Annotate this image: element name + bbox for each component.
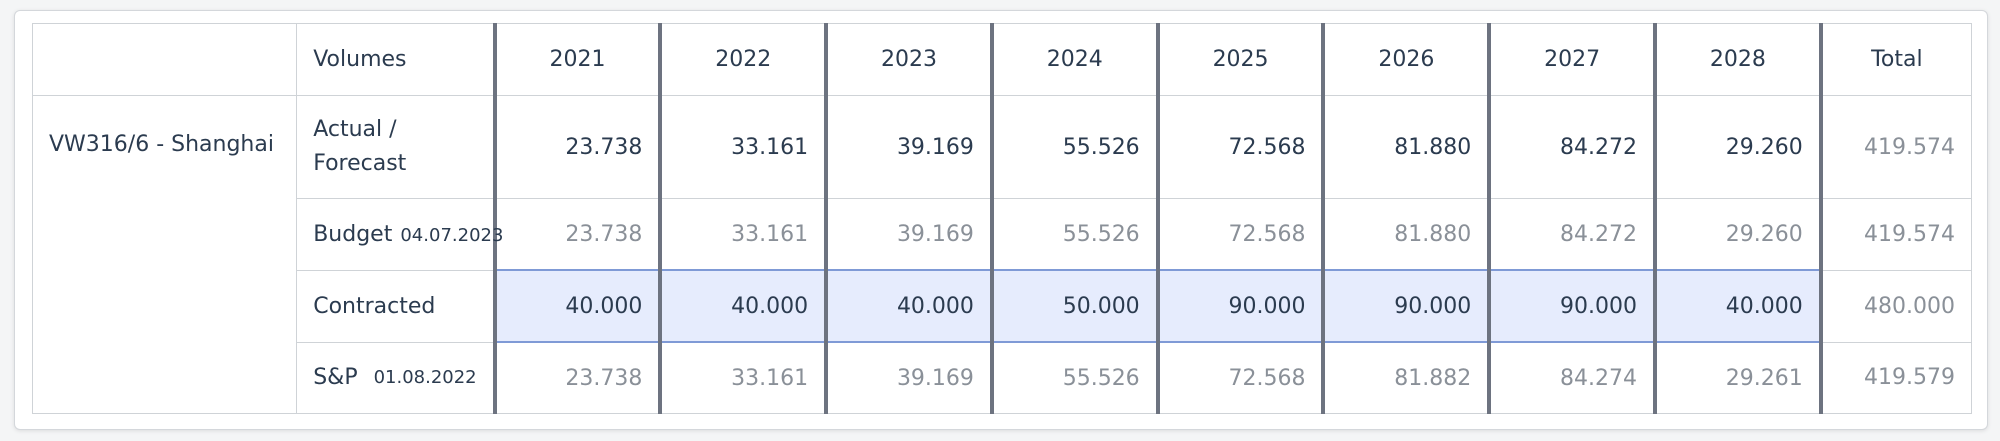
- year-header-2027: 2027: [1487, 23, 1656, 96]
- contracted-input-2023[interactable]: 40.000: [824, 269, 993, 343]
- contracted-input-2025[interactable]: 90.000: [1155, 269, 1324, 343]
- budget-value-2026: 81.880: [1321, 198, 1490, 271]
- volumes-table: Volumes 2021 2022 2023 2024 2025 2026 20…: [31, 23, 1972, 414]
- contracted-input-2028[interactable]: 40.000: [1652, 269, 1822, 343]
- budget-value-2021: 23.738: [492, 198, 661, 271]
- actual-value-2024: 55.526: [989, 95, 1159, 199]
- budget-label: Budget: [313, 221, 393, 247]
- header-row: Volumes 2021 2022 2023 2024 2025 2026 20…: [31, 23, 1972, 96]
- year-header-2026: 2026: [1321, 23, 1490, 96]
- actual-value-2026: 81.880: [1321, 95, 1490, 199]
- actual-value-2028: 29.260: [1652, 95, 1822, 199]
- contracted-input-2024[interactable]: 50.000: [989, 269, 1159, 343]
- year-header-2021: 2021: [492, 23, 661, 96]
- actual-value-2027: 84.272: [1487, 95, 1656, 199]
- contracted-input-2021[interactable]: 40.000: [492, 269, 662, 343]
- year-header-2028: 2028: [1652, 23, 1822, 96]
- budget-total: 419.574: [1818, 198, 1972, 271]
- sp-value-2022: 33.161: [658, 341, 827, 414]
- contracted-input-2026[interactable]: 90.000: [1321, 269, 1490, 343]
- budget-value-2022: 33.161: [658, 198, 827, 271]
- actual-value-2025: 72.568: [1155, 95, 1324, 199]
- contracted-row: Contracted 40.000 40.000 40.000 50.000 9…: [33, 269, 1972, 343]
- sp-value-2026: 81.882: [1321, 341, 1490, 414]
- sp-label: S&P: [313, 365, 358, 391]
- volumes-header: Volumes: [296, 23, 496, 96]
- contracted-input-2027[interactable]: 90.000: [1487, 269, 1656, 343]
- budget-label-cell: Budget 04.07.2023: [296, 198, 503, 271]
- sp-value-2025: 72.568: [1155, 341, 1324, 414]
- sp-value-2024: 55.526: [989, 341, 1159, 414]
- contracted-label: Contracted: [296, 269, 496, 343]
- year-header-2024: 2024: [989, 23, 1159, 96]
- sp-value-2021: 23.738: [492, 341, 661, 414]
- sp-value-2027: 84.274: [1487, 341, 1656, 414]
- year-header-2025: 2025: [1155, 23, 1324, 96]
- actual-value-2023: 39.169: [824, 95, 993, 199]
- contracted-input-2022[interactable]: 40.000: [658, 269, 827, 343]
- actual-value-2022: 33.161: [658, 95, 827, 199]
- sp-value-2023: 39.169: [824, 341, 993, 414]
- actual-label-line1: Actual /: [313, 117, 397, 142]
- corner-cell: [31, 23, 298, 96]
- project-name: VW316/6 - Shanghai: [31, 95, 298, 414]
- sp-row: S&P 01.08.2022 23.738 33.161 39.169 55.5…: [33, 341, 1972, 414]
- actual-label-line2: Forecast: [313, 151, 407, 176]
- sp-label-cell: S&P 01.08.2022: [296, 341, 496, 414]
- sp-value-2028: 29.261: [1652, 341, 1822, 414]
- actual-forecast-row: VW316/6 - Shanghai Actual / Forecast 23.…: [31, 95, 1972, 414]
- budget-date: 04.07.2023: [400, 224, 504, 246]
- actual-forecast-label: Actual / Forecast: [296, 95, 496, 199]
- year-header-2022: 2022: [658, 23, 827, 96]
- year-header-2023: 2023: [824, 23, 993, 96]
- volumes-card: Volumes 2021 2022 2023 2024 2025 2026 20…: [14, 10, 1988, 430]
- budget-value-2023: 39.169: [824, 198, 993, 271]
- total-header: Total: [1818, 23, 1972, 96]
- budget-row: Budget 04.07.2023 23.738 33.161 39.169 55…: [33, 198, 1972, 271]
- contracted-total: 480.000: [1818, 269, 1972, 343]
- budget-value-2024: 55.526: [989, 198, 1159, 271]
- sp-date: 01.08.2022: [373, 367, 477, 389]
- budget-value-2028: 29.260: [1652, 198, 1822, 271]
- sp-total: 419.579: [1818, 341, 1972, 414]
- actual-total: 419.574: [1818, 95, 1972, 199]
- budget-value-2027: 84.272: [1487, 198, 1656, 271]
- actual-value-2021: 23.738: [492, 95, 661, 199]
- budget-value-2025: 72.568: [1155, 198, 1324, 271]
